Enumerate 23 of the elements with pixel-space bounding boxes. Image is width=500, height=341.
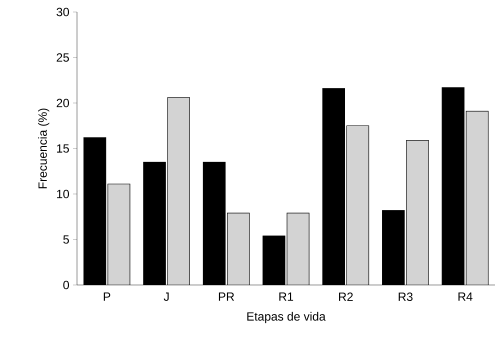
bar [108,184,130,285]
y-tick-label: 0 [63,280,70,290]
x-axis-title: Etapas de vida [247,312,326,324]
y-tick-label: 25 [56,53,69,62]
bar [168,98,190,285]
x-tick-label: R1 [279,292,294,301]
bar [287,213,310,285]
y-tick-label: 10 [57,190,70,198]
bar [346,126,369,285]
x-tick-label: P [104,292,110,301]
y-tick-label: 5 [63,235,69,244]
bar [406,140,429,285]
y-tick-label: 20 [56,98,70,108]
x-tick-label: PR [218,292,234,301]
y-tick-label: 15 [57,144,69,153]
bar [227,213,250,285]
x-tick-label: R2 [339,292,353,301]
y-tick-label: 30 [56,8,70,16]
x-tick-label: R4 [458,292,472,301]
bar [466,110,489,285]
x-tick-label: J [164,292,169,301]
y-axis-title: Frecuencia (%) [38,108,50,188]
x-tick-label: R3 [398,292,413,302]
